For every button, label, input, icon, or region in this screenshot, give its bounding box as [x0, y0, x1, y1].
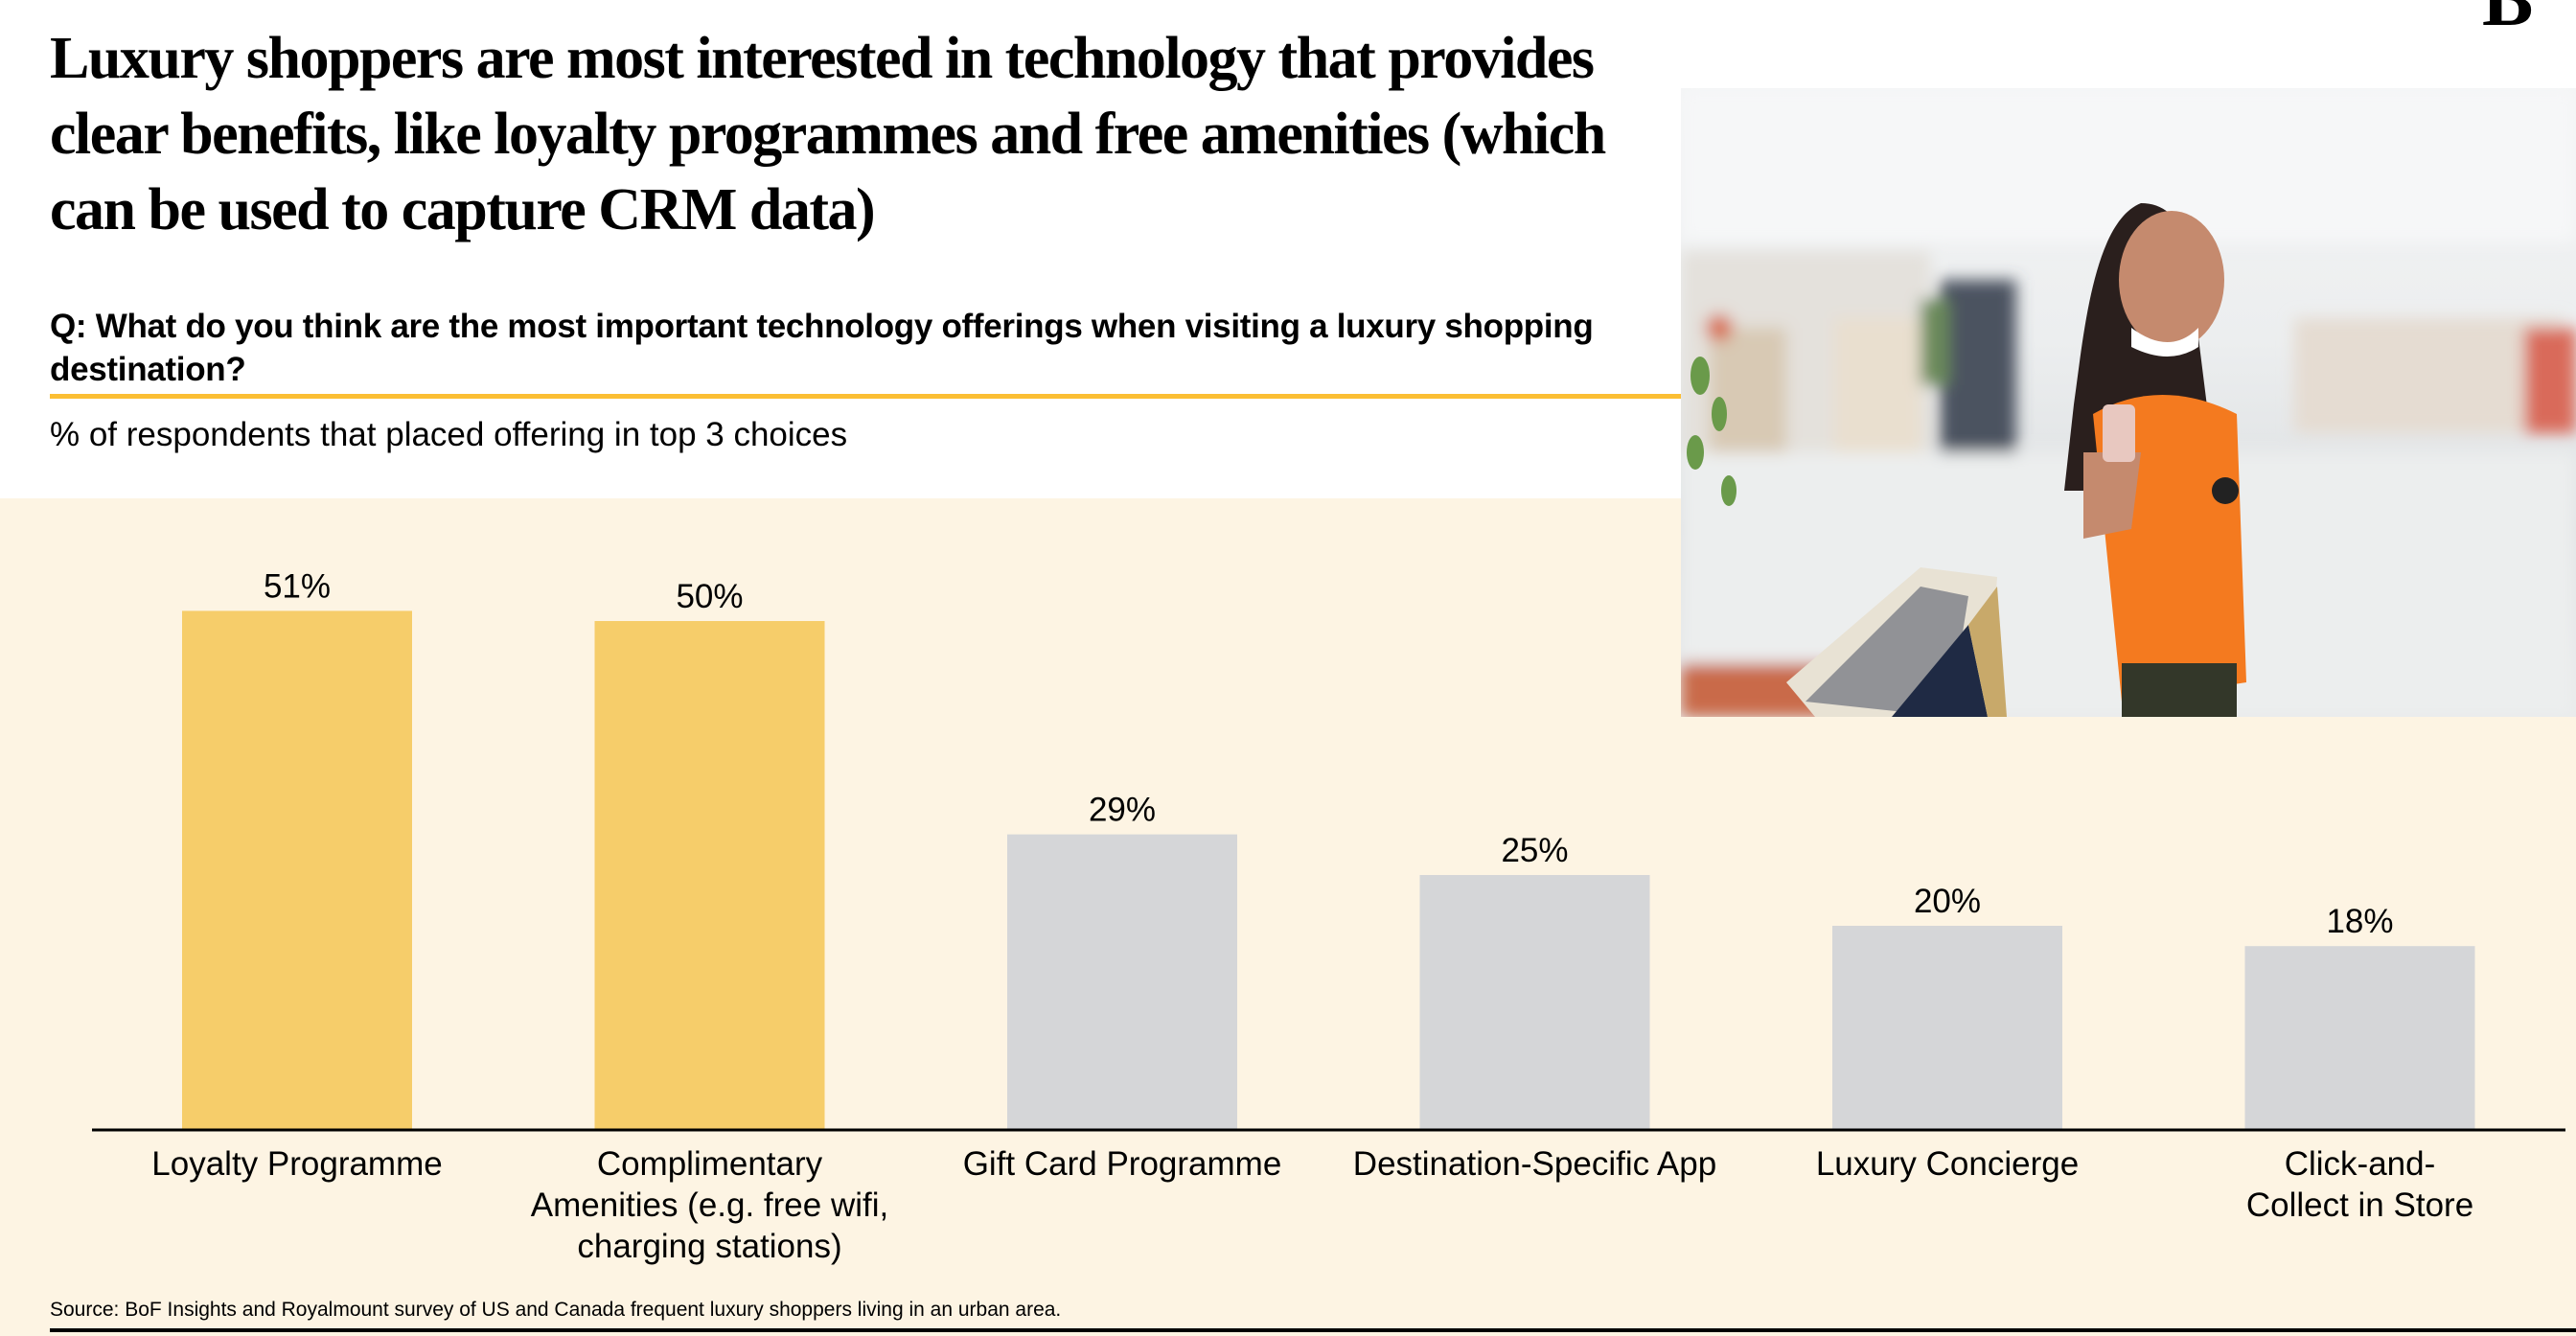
category-label-4: Destination-Specific App	[1353, 1145, 1716, 1183]
value-label-3: 29%	[1089, 792, 1156, 829]
survey-question: Q: What do you think are the most import…	[50, 308, 1594, 388]
value-label-1: 51%	[264, 567, 331, 605]
bottom-rule	[50, 1328, 2576, 1332]
shopper-photo	[1681, 88, 2576, 717]
value-label-2: 50%	[676, 578, 743, 615]
category-label-line: Gift Card Programme	[963, 1145, 1282, 1183]
bar-3	[1007, 834, 1237, 1129]
category-label-line: Amenities (e.g. free wifi,	[531, 1186, 888, 1224]
category-label-line: Destination-Specific App	[1353, 1145, 1716, 1183]
gold-divider	[50, 394, 1681, 399]
woman	[2064, 203, 2246, 717]
category-label-line: Complimentary	[597, 1145, 823, 1183]
chart-subtitle: % of respondents that placed offering in…	[50, 416, 848, 453]
value-label-6: 18%	[2326, 903, 2393, 940]
value-label-4: 25%	[1501, 832, 1568, 869]
category-label-1: Loyalty Programme	[151, 1145, 442, 1183]
category-labels-group: Loyalty Programme Complimentary Amenities …	[151, 1145, 2473, 1265]
shopper-photo-illustration	[1681, 88, 2576, 717]
bar-5	[1832, 926, 2062, 1129]
category-label-5: Luxury Concierge	[1816, 1145, 2079, 1183]
bar-6	[2244, 946, 2475, 1129]
bar-2	[594, 621, 825, 1129]
category-label-line: Collect in Store	[2246, 1186, 2473, 1224]
bof-logo: B	[2482, 0, 2534, 42]
category-label-line: Click-and-	[2285, 1145, 2436, 1183]
source-note: Source: BoF Insights and Royalmount surv…	[50, 1299, 1062, 1321]
bar-1	[182, 610, 412, 1129]
bar-chart: 51% 50% 29% 25% 20% 18% Loyalty Programme Comp…	[92, 567, 2565, 1265]
shopping-bags	[1786, 567, 2007, 717]
category-label-6: Click-and-Collect in Store	[2246, 1145, 2473, 1224]
chart-title: Luxury shoppers are most interested in t…	[50, 26, 1606, 242]
value-labels-group: 51% 50% 29% 25% 20% 18%	[264, 567, 2394, 940]
bars-group	[182, 610, 2475, 1129]
category-label-3: Gift Card Programme	[963, 1145, 1282, 1183]
value-label-5: 20%	[1914, 883, 1981, 920]
mall-background	[1681, 88, 2576, 717]
category-label-2: Complimentary Amenities (e.g. free wifi, c…	[531, 1145, 888, 1265]
plant	[1687, 357, 1736, 506]
category-label-line: Luxury Concierge	[1816, 1145, 2079, 1183]
category-label-line: charging stations)	[577, 1228, 841, 1265]
bar-4	[1419, 875, 1650, 1129]
category-label-line: Loyalty Programme	[151, 1145, 442, 1183]
